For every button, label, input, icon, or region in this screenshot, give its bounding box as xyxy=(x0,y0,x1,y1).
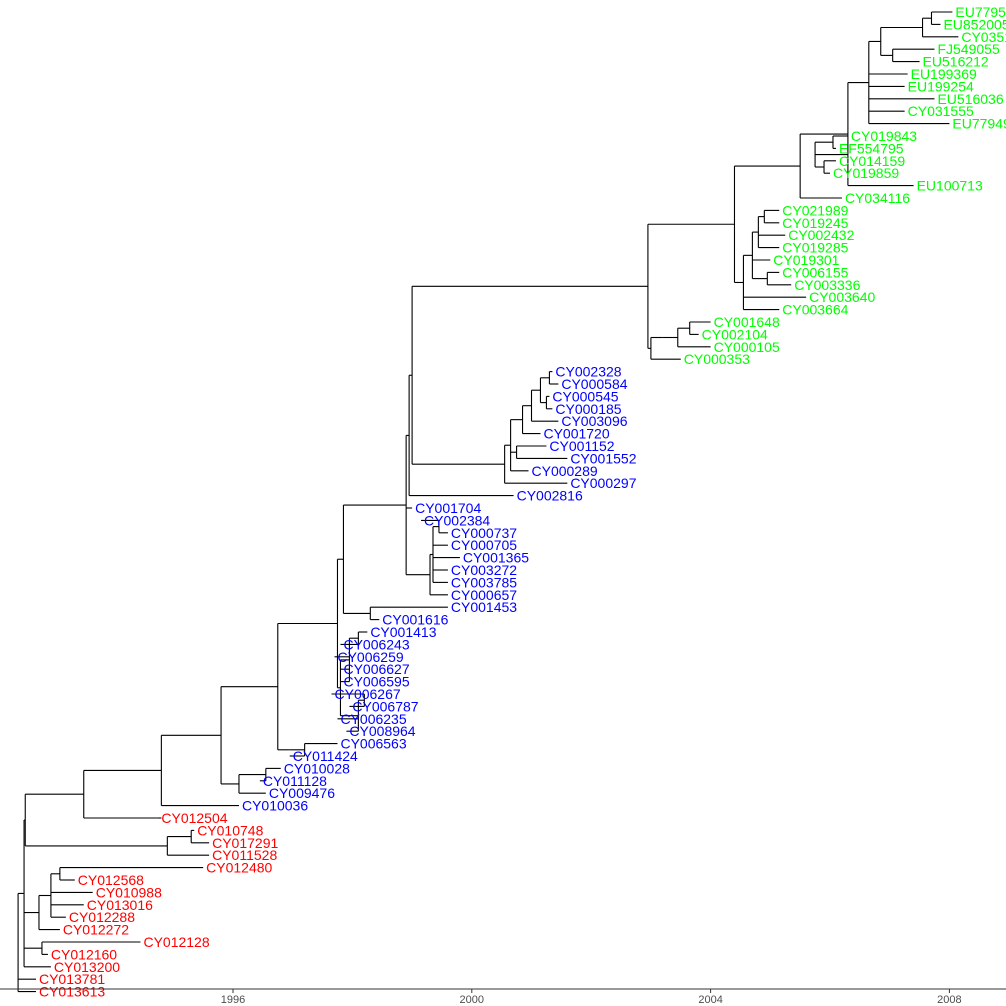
tip-label: CY006563 xyxy=(340,736,406,752)
tip-label: CY000584 xyxy=(561,376,627,392)
tip-label: CY002816 xyxy=(517,488,583,504)
x-axis: 1996 2000 2004 2008 xyxy=(0,988,1006,1006)
tip-label: EU516212 xyxy=(923,54,989,70)
tip-label: EU199254 xyxy=(908,78,974,94)
tip-label: CY000297 xyxy=(570,475,636,491)
x-tick-label: 1996 xyxy=(221,994,245,1006)
tip-label: CY003640 xyxy=(809,289,875,305)
tip-label: CY012480 xyxy=(206,860,272,876)
tip-label: CY000545 xyxy=(552,388,618,404)
tip-label: CY009476 xyxy=(269,785,335,801)
tip-label: CY001648 xyxy=(714,314,780,330)
tip-label: CY013016 xyxy=(87,897,153,913)
tip-label: CY003785 xyxy=(451,574,517,590)
tip-label: CY012288 xyxy=(69,909,135,925)
tip-label: EU100713 xyxy=(917,178,983,194)
tip-label: CY002328 xyxy=(555,364,621,380)
tip-label: CY014159 xyxy=(839,153,905,169)
tip-label: CY010028 xyxy=(284,760,350,776)
tip-label: CY001365 xyxy=(463,550,529,566)
tip-label: CY001552 xyxy=(570,450,636,466)
tip-label: CY012128 xyxy=(143,934,209,950)
tip-label: CY010036 xyxy=(242,798,308,814)
tip-label: CY021989 xyxy=(782,202,848,218)
tip-label: CY031555 xyxy=(908,103,974,119)
tip-label: CY001453 xyxy=(451,599,517,615)
tip-label: CY001152 xyxy=(549,438,614,454)
tip-label: CY008964 xyxy=(349,723,415,739)
tip-label: CY019245 xyxy=(782,215,848,231)
tip-label: CY000657 xyxy=(451,587,517,603)
x-tick-label: 2008 xyxy=(937,994,961,1006)
x-tick-label: 2004 xyxy=(698,994,722,1006)
tip-label: CY001720 xyxy=(543,426,609,442)
x-tick-label: 2000 xyxy=(460,994,484,1006)
tip-label: CY001413 xyxy=(370,624,436,640)
tip-label: CY003336 xyxy=(794,277,860,293)
tree-branches xyxy=(17,11,959,993)
tip-label: EF554795 xyxy=(839,140,904,156)
tip-label: CY003664 xyxy=(782,302,848,318)
tip-label: EU779500 xyxy=(955,4,1006,20)
tip-label: CY012272 xyxy=(63,922,129,938)
tip-label: EU516036 xyxy=(937,91,1003,107)
tip-label: CY013781 xyxy=(39,971,105,987)
tip-label: CY002432 xyxy=(788,227,854,243)
tip-label: CY000705 xyxy=(451,537,517,553)
tip-label: CY006155 xyxy=(782,264,848,280)
tip-label: CY013200 xyxy=(54,959,120,975)
tip-label: CY010988 xyxy=(96,884,162,900)
tip-label: CY006787 xyxy=(352,698,418,714)
tip-label: CY011528 xyxy=(212,847,277,863)
tip-label: CY000185 xyxy=(555,401,621,417)
tip-label: CY001616 xyxy=(382,612,448,628)
tip-label: CY003272 xyxy=(451,562,517,578)
tip-label: CY012504 xyxy=(161,810,227,826)
tip-label: CY012568 xyxy=(78,872,144,888)
tip-label: CY006235 xyxy=(340,711,406,727)
tip-label: CY006259 xyxy=(337,649,403,665)
tip-label: CY002384 xyxy=(424,512,490,528)
tip-label: CY000353 xyxy=(684,351,750,367)
tip-label: CY001704 xyxy=(415,500,481,516)
tip-label: CY019843 xyxy=(851,128,917,144)
tip-label: CY013613 xyxy=(39,984,105,1000)
tip-label: CY035190 xyxy=(961,29,1006,45)
tip-label: CY034116 xyxy=(845,190,910,206)
tip-label: CY003096 xyxy=(561,413,627,429)
tip-label: CY019301 xyxy=(773,252,839,268)
tip-label: EU852005 xyxy=(943,16,1006,32)
tip-label: CY012160 xyxy=(51,946,117,962)
tip-label: CY019285 xyxy=(782,240,848,256)
tip-label: EU199369 xyxy=(911,66,977,82)
tip-label: CY000289 xyxy=(532,463,598,479)
tip-label: CY006627 xyxy=(343,661,409,677)
tip-label: FJ549055 xyxy=(937,41,999,57)
tip-label: CY000737 xyxy=(451,525,517,541)
tip-label: CY006595 xyxy=(343,674,409,690)
tip-label: CY000105 xyxy=(714,339,780,355)
tip-label: CY006267 xyxy=(335,686,401,702)
tip-label: CY017291 xyxy=(212,835,278,851)
tip-label: CY002104 xyxy=(702,326,768,342)
tip-label: CY006243 xyxy=(343,636,409,652)
tip-label: CY019859 xyxy=(833,165,899,181)
tip-label: CY011424 xyxy=(293,748,358,764)
tip-label: CY010748 xyxy=(197,822,263,838)
tip-label: EU779498 xyxy=(952,116,1006,132)
tip-label: CY011128 xyxy=(263,773,327,789)
